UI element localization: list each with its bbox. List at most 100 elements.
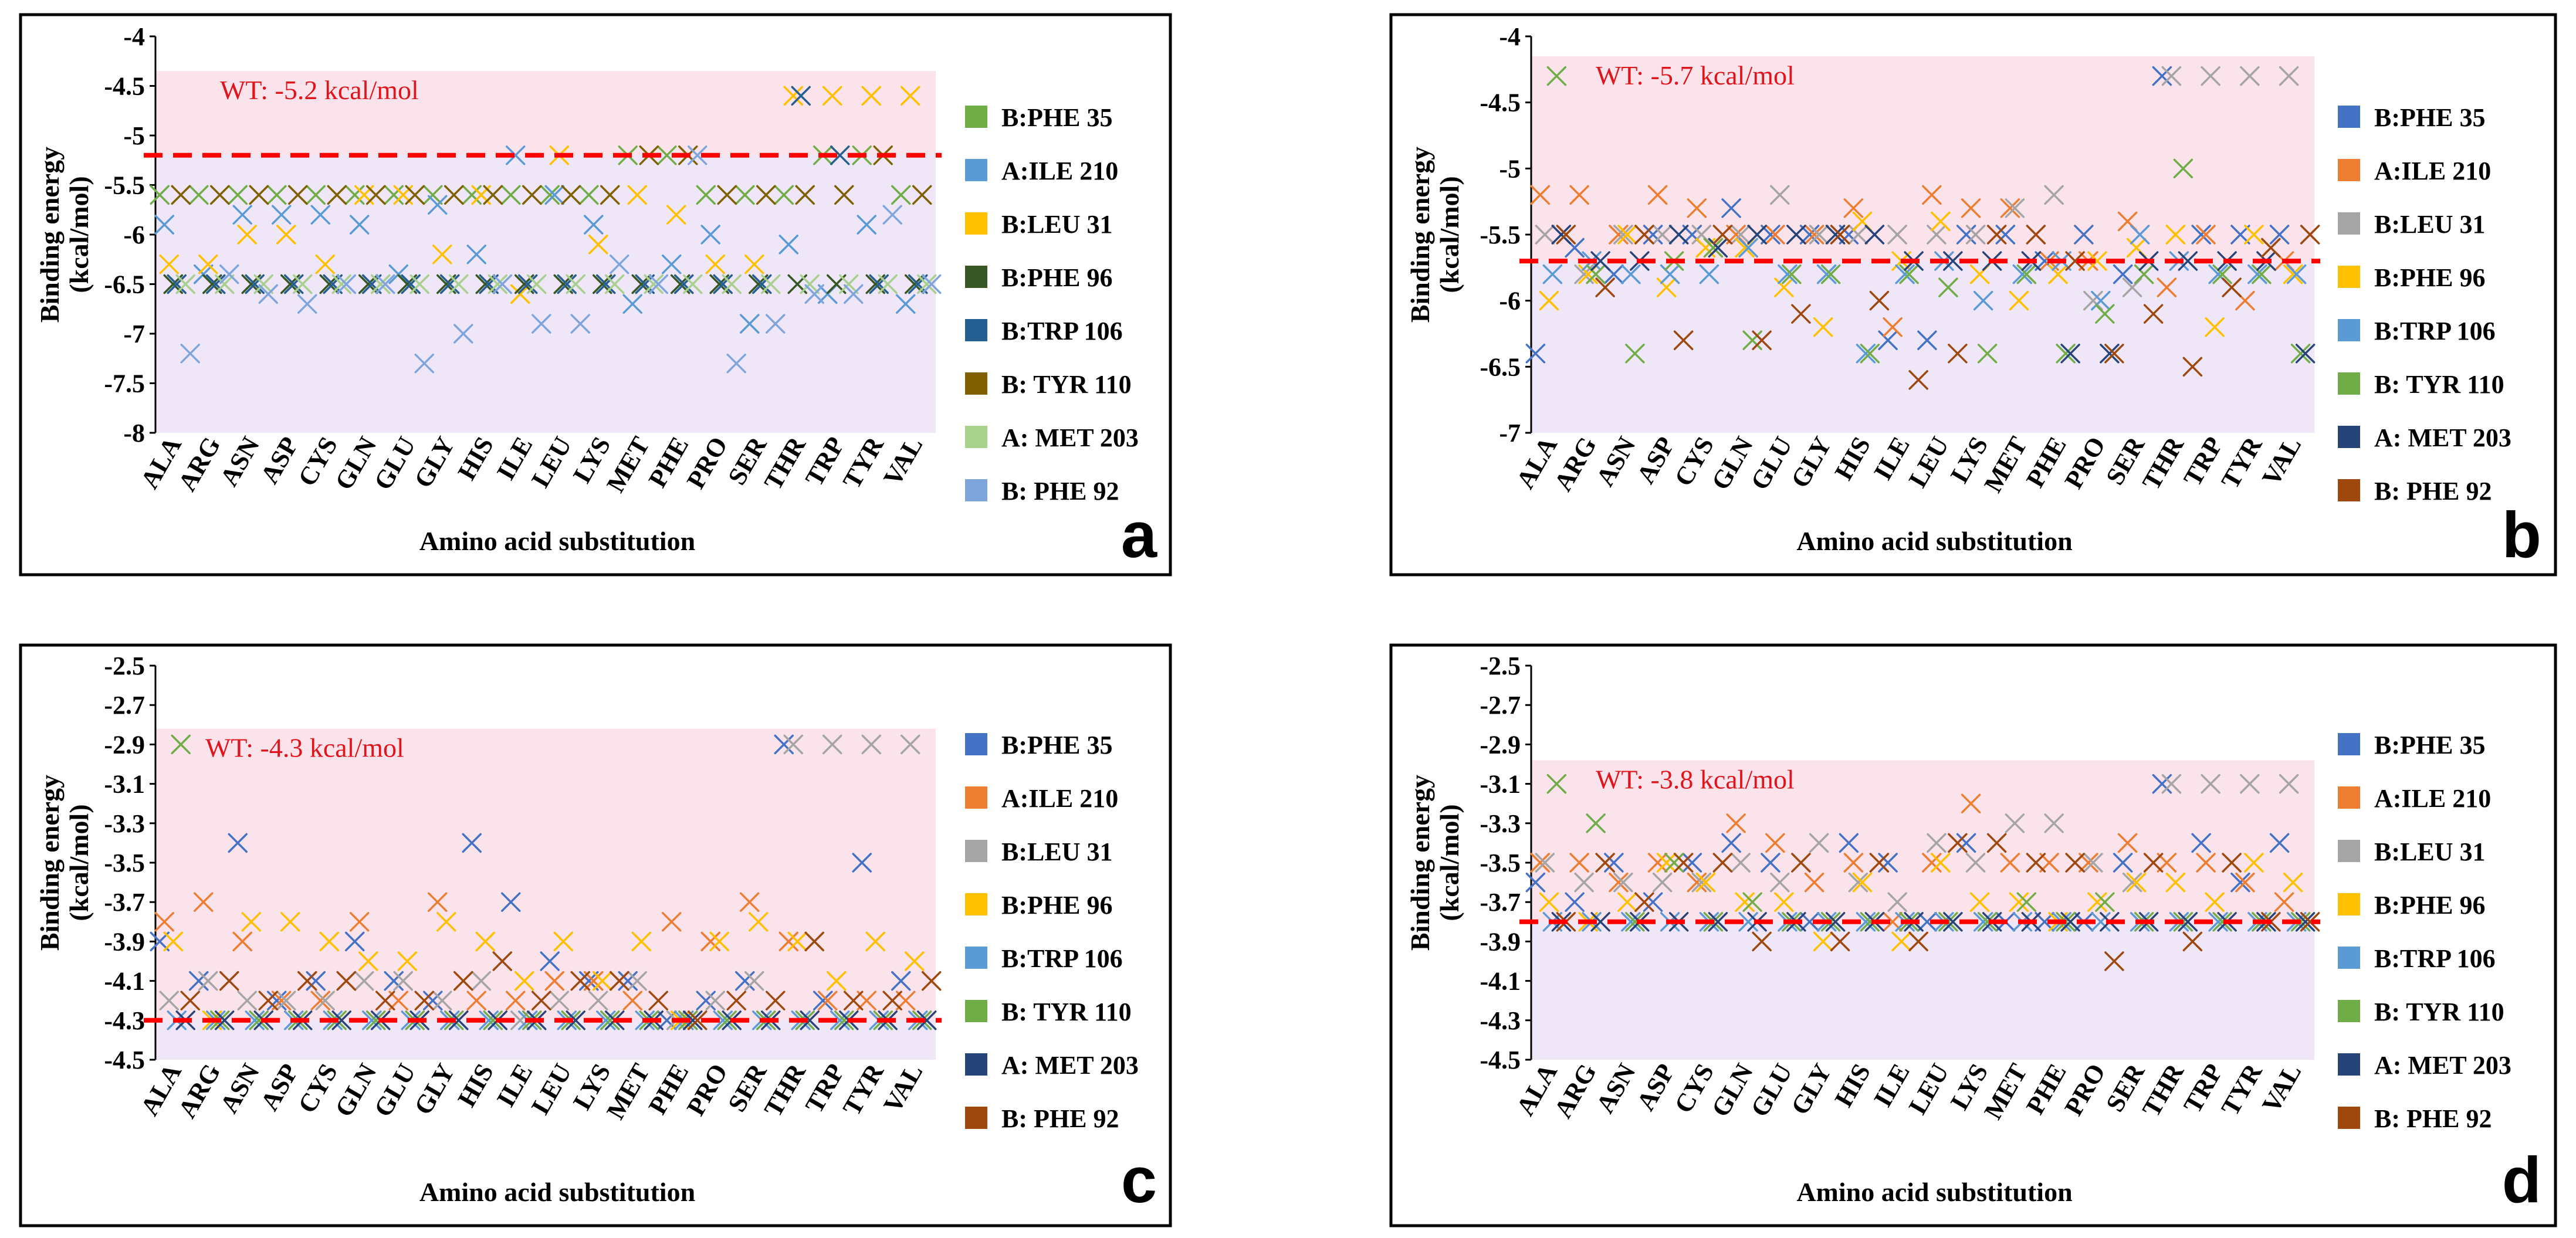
data-point [175,274,195,294]
data-point [861,734,881,755]
data-point [2161,66,2182,86]
legend-item: B: TYR 110 [965,998,1132,1026]
legend-swatch [2338,1053,2360,1076]
data-point [1731,853,1751,873]
data-point [466,245,486,264]
data-point [2000,853,2020,873]
data-point [540,185,560,205]
data-point [2178,251,2198,271]
legend-swatch [965,1000,987,1022]
data-point [167,274,187,294]
data-point [688,1010,708,1030]
series-1 [154,892,916,1010]
data-point [834,185,854,205]
y-axis-title-line1: Binding energy [35,147,65,323]
data-point [432,991,452,1010]
series-1 [154,145,916,334]
data-point [532,314,551,334]
band-upper [155,71,936,155]
data-point [2091,912,2111,932]
data-point [857,215,876,235]
data-point [2012,264,2033,284]
data-point [839,274,859,294]
data-point [844,284,864,304]
data-point [2000,198,2020,218]
data-point [1765,225,1785,245]
data-point [2252,264,2272,284]
data-point [2016,264,2037,284]
data-point [1965,225,1986,245]
data-point [749,912,769,932]
data-point [1634,892,1654,912]
legend-swatch [965,319,987,341]
data-point [1712,853,1733,873]
data-point [2235,872,2255,893]
data-point [1843,198,1864,218]
data-point [1617,892,1637,912]
legend-item: B: PHE 92 [2338,477,2492,506]
data-point [2269,225,2290,245]
data-point [822,734,842,755]
data-point [354,971,374,991]
legend-label: B:PHE 96 [1001,891,1112,920]
data-point [2104,344,2124,364]
y-tick-label: -7.5 [104,369,145,398]
y-tick-label: -7 [1499,419,1521,447]
data-point [1660,264,1680,284]
data-point [2035,912,2054,932]
legend-item: B:PHE 35 [965,731,1112,759]
data-point [245,1010,265,1030]
data-point [1539,290,1559,311]
data-point [2157,277,2177,297]
data-point [280,912,300,932]
data-point [783,734,803,755]
legend-item: A: MET 203 [2338,1051,2511,1080]
legend-swatch [965,212,987,235]
data-point [272,991,292,1010]
series-2 [1535,774,2299,912]
data-point [1731,225,1751,245]
legend-label: A:ILE 210 [1001,157,1118,185]
data-point [2130,225,2150,245]
legend-label: B:PHE 96 [2374,263,2485,292]
y-tick-label: -4.1 [1480,967,1521,996]
data-point [1799,225,1820,245]
legend: B:PHE 35 A:ILE 210 B:LEU 31 B:PHE 96 B:TRP 1… [965,731,1139,1133]
data-point [171,185,191,205]
series-1 [1530,793,2294,932]
data-point [306,971,326,991]
data-point [1830,225,1850,245]
data-point [1895,264,1915,284]
data-point [2044,185,2064,205]
y-tick-label: -3.9 [1480,927,1521,956]
data-point [544,971,564,991]
data-point [1782,264,1802,284]
y-axis-title-line2: (kcal/mol) [64,804,94,921]
legend-label: B: TYR 110 [1001,998,1132,1026]
data-point [1586,264,1606,284]
legend-swatch [965,947,987,969]
data-point [2122,872,2142,893]
data-point [908,274,928,294]
legend-swatch [965,1107,987,1129]
data-point [1539,892,1559,912]
data-point [2230,872,2250,893]
data-point [1609,225,1629,245]
data-point [1687,198,1707,218]
data-point [1860,344,1880,364]
data-point [1625,344,1645,364]
series-7 [180,931,942,1030]
series-7 [180,145,942,374]
data-point [401,274,421,294]
data-point [610,971,629,991]
band-lower [155,155,936,433]
legend-swatch [965,159,987,181]
data-point [1535,853,1555,873]
band-lower [1531,261,2314,433]
data-point [428,195,448,215]
data-point [2087,251,2107,271]
data-point [219,264,239,284]
data-point [1574,872,1594,893]
data-point [1830,931,1850,952]
data-point [479,1010,499,1030]
